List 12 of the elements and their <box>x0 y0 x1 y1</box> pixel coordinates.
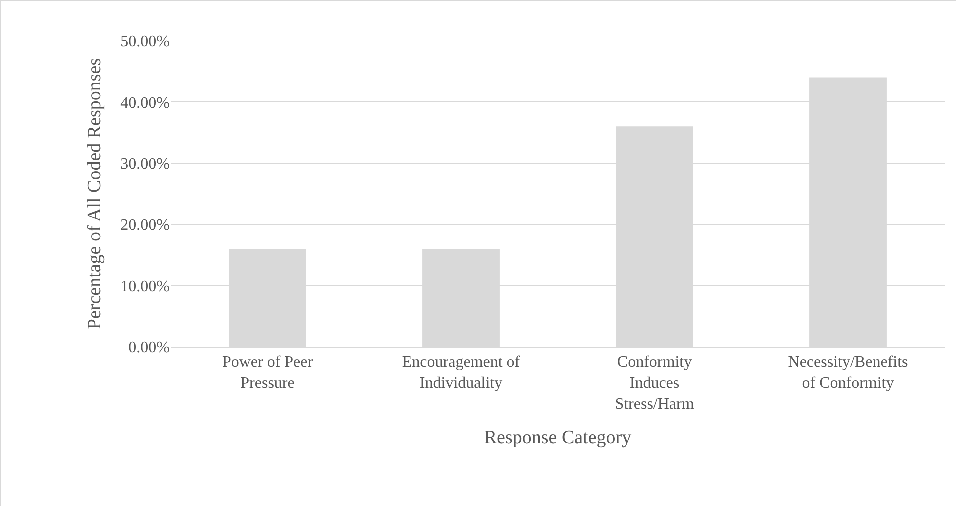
x-tick-label: Encouragement of Individuality <box>402 354 521 392</box>
y-tick-label: 0.00% <box>128 340 170 357</box>
y-tick-label: 40.00% <box>120 94 170 112</box>
y-tick-label: 10.00% <box>120 278 170 296</box>
x-axis-title: Response Category <box>484 428 632 449</box>
y-tick-label: 30.00% <box>120 156 170 173</box>
y-tick-label: 50.00% <box>120 34 170 51</box>
y-axis-title: Percentage of All Coded Responses <box>84 58 106 330</box>
y-tick-label: 20.00% <box>120 217 170 234</box>
x-tick-label: Power of Peer Pressure <box>222 354 314 392</box>
x-tick-label: Necessity/Benefits of Conformity <box>788 354 908 392</box>
x-tick-label: Conformity Induces Stress/Harm <box>615 354 695 413</box>
